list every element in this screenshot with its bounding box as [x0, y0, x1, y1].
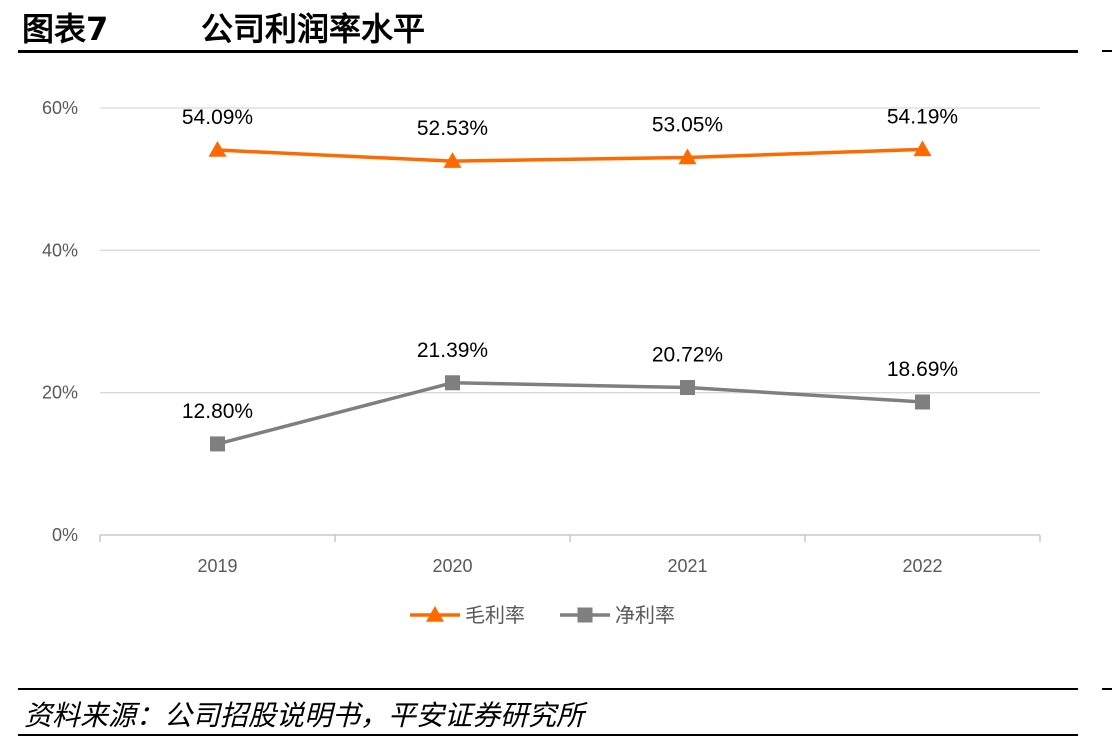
figure-label: 图表7: [22, 10, 109, 48]
data-label: 12.80%: [182, 400, 253, 423]
x-tick-label: 2020: [432, 556, 472, 576]
source-note: 资料来源：公司招股说明书，平安证券研究所: [24, 699, 585, 732]
data-point: [678, 148, 697, 165]
data-label: 53.05%: [652, 113, 723, 136]
y-axis-ticks: 0% 20% 40% 60%: [42, 98, 78, 545]
legend-label: 净利率: [615, 603, 675, 627]
legend: 毛利率 净利率: [410, 603, 675, 627]
y-tick-label: 40%: [42, 240, 78, 260]
x-axis-ticks: 2019 2020 2021 2022: [197, 556, 942, 576]
data-point: [680, 380, 695, 396]
data-label: 20.72%: [652, 344, 723, 367]
footer-rule-bottom: [18, 734, 1078, 736]
series-1: [208, 140, 932, 168]
x-axis: [99, 534, 1041, 542]
data-label: 21.39%: [417, 339, 488, 362]
data-label: 54.09%: [182, 106, 253, 129]
x-tick-label: 2019: [197, 556, 237, 576]
data-point: [443, 152, 462, 168]
legend-marker: [426, 606, 444, 622]
data-point: [445, 375, 460, 391]
data-label: 18.69%: [887, 358, 958, 381]
data-point: [915, 394, 930, 410]
series-2: [210, 375, 930, 452]
legend-marker: [577, 607, 593, 623]
figure-header: 图表7 公司利润率水平: [18, 0, 1078, 53]
footer-rule-top: [18, 688, 1078, 690]
x-tick-label: 2022: [902, 556, 942, 576]
y-tick-label: 60%: [42, 98, 78, 118]
x-tick-label: 2021: [667, 556, 707, 576]
y-tick-label: 0%: [52, 525, 78, 545]
series-line: [217, 381, 923, 446]
data-point: [210, 436, 225, 452]
series-line: [217, 147, 923, 163]
gridlines: [100, 107, 1040, 394]
series-group: [208, 140, 932, 452]
legend-item: 净利率: [560, 603, 675, 627]
data-point: [208, 141, 227, 157]
legend-label: 毛利率: [465, 603, 525, 627]
data-label: 52.53%: [417, 117, 488, 140]
right-edge-mark-bottom: [1102, 688, 1112, 690]
right-edge-mark-top: [1102, 50, 1112, 52]
line-chart: 0% 20% 40% 60% 2019 2020 2021 2022 54.09% 52.53…: [42, 98, 1041, 627]
data-point: [913, 140, 932, 157]
legend-item: 毛利率: [410, 603, 525, 627]
data-labels: 54.09% 52.53% 53.05% 54.19% 12.80% 21.39% 20.7…: [182, 105, 958, 423]
data-label: 54.19%: [887, 105, 958, 128]
y-tick-label: 20%: [42, 383, 78, 403]
figure-title: 公司利润率水平: [201, 10, 426, 48]
